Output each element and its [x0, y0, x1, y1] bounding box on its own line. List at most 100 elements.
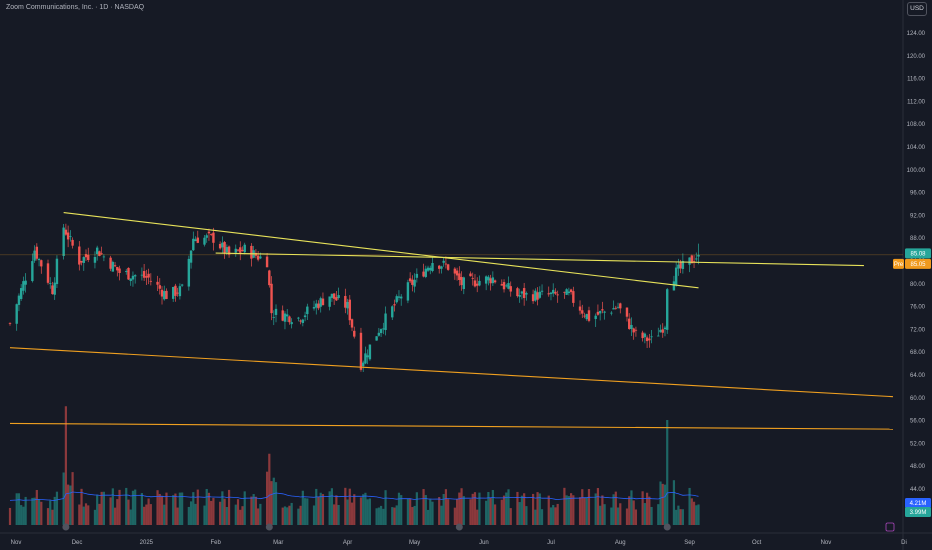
volume-bar [163, 504, 166, 525]
candle-body [572, 291, 575, 303]
volume-bar [431, 501, 434, 525]
candle-body [84, 254, 88, 258]
candle-body [24, 280, 27, 285]
earnings-icon[interactable] [663, 523, 671, 531]
candle-body [634, 329, 638, 331]
volume-bar [596, 488, 600, 525]
volume-bar [49, 500, 52, 525]
volume-bar [534, 509, 537, 525]
candle-body [598, 310, 602, 314]
time-axis-label: Apr [343, 540, 352, 546]
time-axis-label: Dec [72, 540, 83, 546]
trendline-orange[interactable] [9, 347, 894, 398]
volume-bar [447, 499, 450, 525]
time-axis-label: Nov [821, 540, 832, 546]
volume-bar [572, 495, 575, 525]
candle-body [641, 332, 644, 339]
candle-body [15, 304, 18, 324]
candle-body [565, 289, 568, 295]
volume-bar [87, 505, 90, 525]
price-tick-label: 104.00 [907, 145, 926, 151]
volume-bar [129, 509, 132, 525]
candle-body [426, 267, 430, 271]
candle-body [19, 288, 23, 300]
trendline-yellow[interactable] [215, 252, 864, 267]
candle-body [353, 330, 356, 337]
time-axis-label: Nov [11, 540, 22, 546]
candle-body [594, 315, 597, 320]
candle-body [478, 280, 481, 286]
candle-body [78, 246, 81, 265]
candle-body [113, 265, 117, 267]
candle-body [241, 249, 244, 252]
trendline-yellow[interactable] [63, 212, 699, 289]
candle-body [554, 291, 557, 294]
volume-bar [359, 497, 363, 525]
volume-bar [663, 484, 667, 525]
candle-body [243, 244, 246, 253]
volume-bar [17, 493, 21, 525]
volume-bar [567, 496, 570, 525]
volume-bar [666, 420, 669, 525]
price-tick-label: 64.00 [910, 373, 926, 379]
candle-body [585, 313, 588, 320]
time-axis-label: Feb [210, 540, 221, 546]
candle-body [312, 307, 316, 309]
volume-bar [265, 471, 269, 525]
volume-bar [422, 489, 425, 525]
volume-bar [156, 490, 159, 525]
candle-body [549, 292, 553, 295]
earnings-icon[interactable] [455, 523, 463, 531]
trendline-orange[interactable] [9, 422, 894, 430]
volume-bar [634, 509, 638, 525]
candle-body [111, 261, 115, 272]
time-axis-label: Jul [547, 540, 555, 546]
volume-tag-secondary: 3.99M [910, 510, 927, 516]
candle-body [471, 277, 474, 279]
candle-body [299, 320, 302, 322]
event-flag-icon[interactable] [885, 522, 895, 532]
candle-body [127, 267, 130, 280]
last-price-tag: 85.08 [910, 252, 926, 258]
candle-body [160, 289, 164, 297]
candle-body [643, 333, 647, 338]
candle-body [196, 237, 199, 243]
price-tick-label: 100.00 [907, 168, 926, 174]
candle-body [194, 239, 197, 241]
earnings-icon[interactable] [62, 523, 70, 531]
candle-body [270, 283, 273, 314]
candle-body [234, 248, 237, 253]
candle-body [100, 253, 103, 255]
candle-body [379, 329, 383, 334]
volume-bar [650, 506, 653, 525]
volume-bar [675, 509, 678, 525]
earnings-icon[interactable] [265, 523, 273, 531]
candle-body [46, 263, 50, 283]
pre-market-label: Pre [894, 262, 904, 268]
volume-bar [478, 492, 481, 525]
volume-bar [194, 503, 197, 525]
volume-bar [131, 490, 135, 525]
volume-bar [400, 495, 403, 525]
volume-bar [659, 481, 662, 525]
volume-bar [272, 477, 275, 525]
volume-bar [84, 503, 88, 525]
volume-bar [53, 496, 56, 525]
volume-bar [37, 499, 41, 525]
volume-bar [268, 453, 271, 525]
volume-bar [15, 493, 18, 525]
candle-body [500, 284, 503, 286]
volume-bar [690, 498, 693, 525]
volume-bar [187, 506, 190, 525]
volume-bar [489, 497, 492, 525]
candle-body [317, 303, 320, 309]
volume-bar [500, 499, 503, 525]
volume-bar [317, 496, 320, 525]
volume-bar [93, 509, 97, 525]
volume-bar [178, 492, 181, 525]
volume-bar [33, 497, 36, 525]
volume-bar [395, 505, 398, 525]
currency-button[interactable]: USD [907, 2, 927, 16]
